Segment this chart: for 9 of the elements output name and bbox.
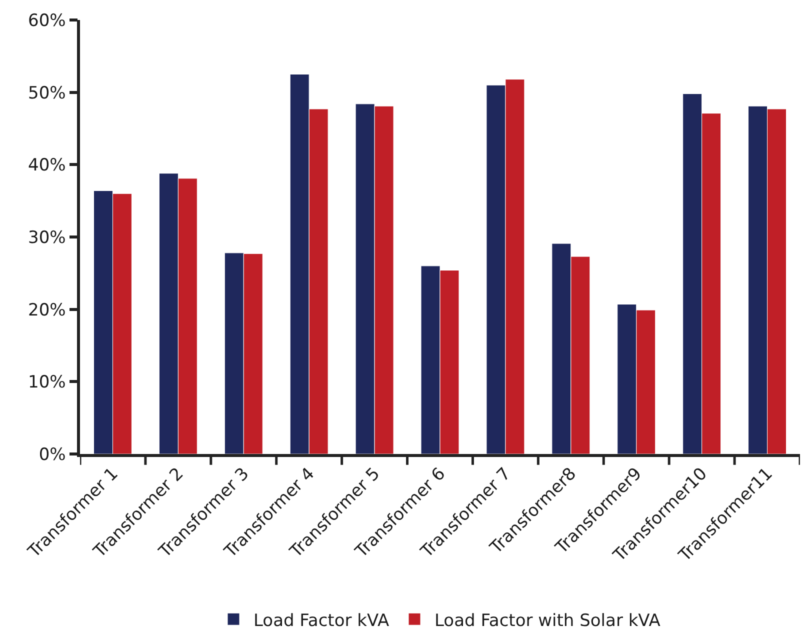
y-tick-label: 20% bbox=[28, 300, 66, 320]
y-tick-label: 40% bbox=[28, 156, 66, 176]
legend-label: Load Factor with Solar kVA bbox=[434, 610, 661, 631]
y-tick-label: 10% bbox=[28, 372, 66, 393]
y-tick-label: 50% bbox=[28, 83, 66, 104]
y-tick-label: 30% bbox=[28, 228, 66, 248]
legend-label: Load Factor kVA bbox=[254, 610, 390, 631]
y-tick-label: 0% bbox=[38, 444, 66, 465]
y-tick-label: 60% bbox=[28, 10, 66, 31]
